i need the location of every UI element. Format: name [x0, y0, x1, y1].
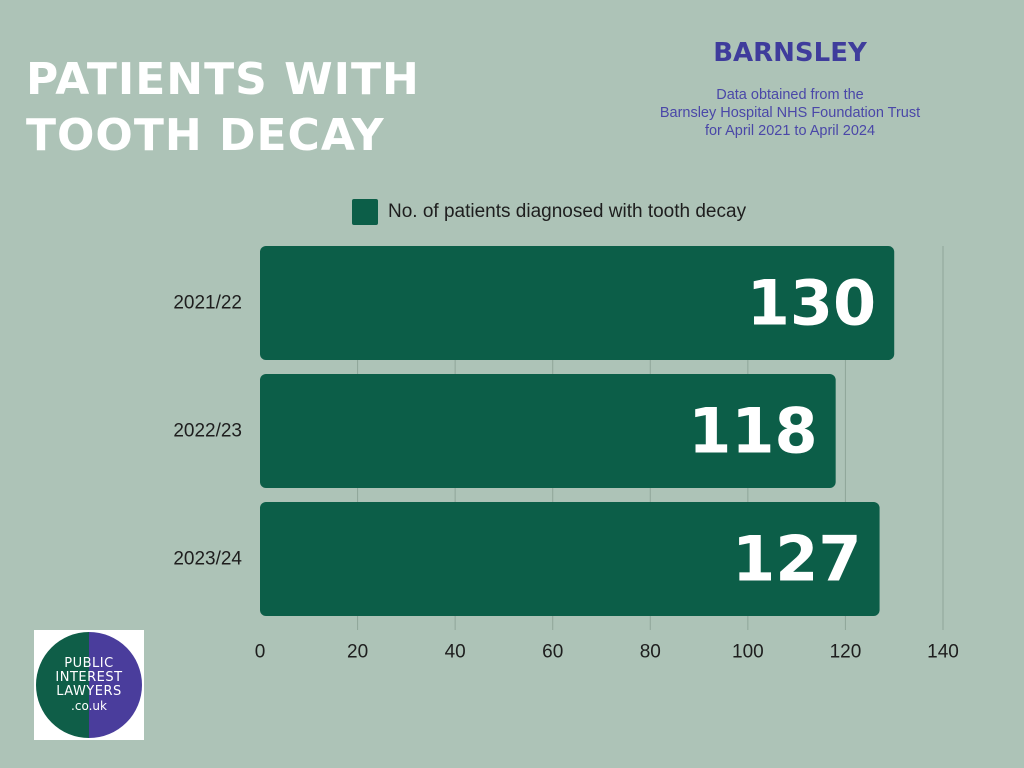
x-tick-label: 100: [732, 642, 764, 663]
category-label: 2021/22: [173, 293, 242, 314]
chart-title: PATIENTS WITH TOOTH DECAY: [26, 52, 420, 164]
legend-swatch: [352, 199, 378, 225]
x-tick-label: 60: [542, 642, 563, 663]
bar: [260, 502, 880, 616]
chart-title-line-2: TOOTH DECAY: [26, 110, 385, 161]
logo-line-3: LAWYERS: [56, 684, 122, 699]
bar: [260, 246, 895, 360]
chart-legend: No. of patients diagnosed with tooth dec…: [352, 198, 746, 226]
source-note-line-3: for April 2021 to April 2024: [704, 123, 876, 139]
data-label: 127: [732, 523, 861, 596]
legend-label: No. of patients diagnosed with tooth dec…: [388, 201, 747, 222]
data-label: 118: [688, 395, 817, 468]
logo-line-2: INTEREST: [55, 670, 123, 685]
region-heading: BARNSLEY: [713, 38, 867, 68]
x-tick-label: 140: [927, 642, 959, 663]
logo-line-1: PUBLIC: [64, 656, 114, 671]
source-note: Data obtained from the Barnsley Hospital…: [610, 86, 970, 140]
x-tick-label: 20: [347, 642, 368, 663]
logo: PUBLIC INTEREST LAWYERS .co.uk: [34, 630, 144, 740]
chart-title-line-1: PATIENTS WITH: [26, 54, 420, 105]
x-tick-label: 0: [255, 642, 266, 663]
logo-circle: PUBLIC INTEREST LAWYERS .co.uk: [36, 632, 142, 738]
x-tick-label: 80: [640, 642, 661, 663]
source-note-line-2: Barnsley Hospital NHS Foundation Trust: [659, 105, 921, 121]
x-tick-label: 120: [830, 642, 862, 663]
source-note-line-1: Data obtained from the: [716, 87, 864, 103]
category-label: 2022/23: [173, 421, 242, 442]
logo-domain: .co.uk: [71, 699, 107, 713]
category-label: 2023/24: [173, 549, 242, 570]
x-tick-label: 40: [445, 642, 466, 663]
data-label: 130: [747, 267, 876, 340]
bar: [260, 374, 836, 488]
